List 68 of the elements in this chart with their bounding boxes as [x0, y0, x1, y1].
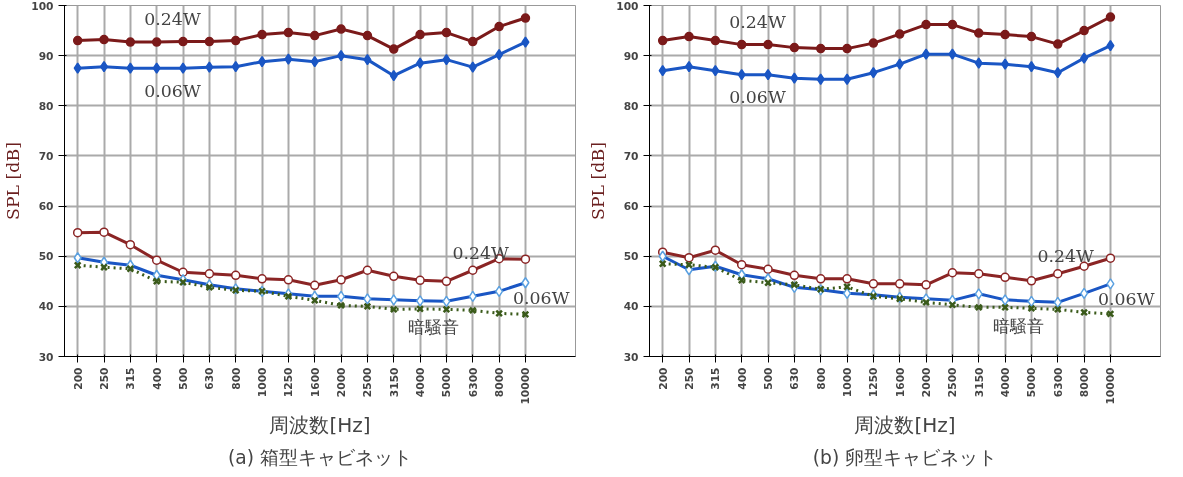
x-tick-label: 1250 — [282, 367, 296, 398]
x-tick-label: 400 — [150, 367, 164, 390]
x-tick-label: 1000 — [256, 367, 270, 398]
x-tick-label: 500 — [177, 367, 191, 390]
series-label: 暗騒音 — [407, 316, 459, 337]
y-tick-label: 50 — [38, 250, 54, 264]
x-tick-label: 1000 — [841, 367, 855, 398]
x-tick-label: 500 — [762, 367, 776, 390]
y-tick-label: 80 — [623, 99, 639, 113]
x-tick-label: 250 — [98, 367, 112, 390]
x-tick-label: 315 — [709, 367, 723, 390]
x-tick-label: 400 — [735, 367, 749, 390]
series-label: 暗騒音 — [992, 315, 1044, 336]
x-tick-label: 10000 — [1104, 367, 1118, 405]
series-label: 0.06W — [1098, 288, 1155, 309]
text: (a) 箱型キャビネット — [228, 446, 412, 468]
x-tick-label: 6300 — [1051, 367, 1065, 398]
text: (b) 卵型キャビネット — [812, 446, 998, 468]
y-tick-label: 50 — [623, 250, 639, 264]
series-label: 0.06W — [144, 80, 201, 101]
y-tick-label: 100 — [616, 0, 639, 13]
x-tick-label: 630 — [203, 367, 217, 390]
x-tick-label: 315 — [124, 367, 138, 390]
y-axis-title: SPL [dB] — [3, 142, 24, 220]
x-tick-label: 2500 — [946, 367, 960, 398]
x-tick-label: 3150 — [387, 367, 401, 398]
x-tick-label: 8000 — [1078, 367, 1092, 398]
series-label: 0.24W — [1037, 246, 1095, 267]
y-tick-label: 90 — [623, 49, 639, 63]
series-label: 0.06W — [513, 287, 570, 308]
x-tick-label: 800 — [229, 367, 243, 390]
x-tick-label: 1250 — [867, 367, 881, 398]
x-tick-label: 3150 — [972, 367, 986, 398]
y-tick-label: 30 — [38, 350, 54, 364]
y-tick-label: 30 — [623, 350, 639, 364]
y-tick-label: 80 — [38, 99, 54, 113]
x-tick-label: 2000 — [920, 367, 934, 398]
y-tick-label: 70 — [38, 149, 54, 163]
x-tick-label: 4000 — [999, 367, 1013, 398]
x-tick-label: 1600 — [893, 367, 907, 398]
y-tick-label: 40 — [38, 300, 54, 314]
x-tick-label: 200 — [71, 367, 85, 390]
x-tick-label: 4000 — [414, 367, 428, 398]
y-tick-label: 100 — [31, 0, 54, 13]
y-tick-label: 90 — [38, 49, 54, 63]
y-tick-label: 60 — [38, 200, 54, 214]
y-tick-label: 70 — [623, 149, 639, 163]
x-axis-title: 周波数[Hz] — [269, 412, 371, 437]
x-axis-title: 周波数[Hz] — [854, 412, 956, 437]
x-tick-label: 5000 — [440, 367, 454, 398]
x-tick-label: 6300 — [466, 367, 480, 398]
x-tick-label: 250 — [683, 367, 697, 390]
x-tick-label: 630 — [788, 367, 802, 390]
y-tick-label: 60 — [623, 200, 639, 214]
x-tick-label: 200 — [656, 367, 670, 390]
series-label: 0.24W — [452, 242, 510, 263]
y-axis-title: SPL [dB] — [588, 142, 609, 220]
x-tick-label: 2000 — [335, 367, 349, 398]
x-tick-label: 800 — [814, 367, 828, 390]
series-label: 0.06W — [729, 87, 786, 108]
x-tick-label: 1600 — [308, 367, 322, 398]
x-tick-label: 5000 — [1025, 367, 1039, 398]
x-tick-label: 10000 — [519, 367, 533, 405]
series-label: 0.24W — [729, 12, 786, 33]
x-tick-label: 8000 — [493, 367, 507, 398]
y-tick-label: 40 — [623, 300, 639, 314]
series-label: 0.24W — [144, 9, 201, 30]
x-tick-label: 2500 — [361, 367, 375, 398]
